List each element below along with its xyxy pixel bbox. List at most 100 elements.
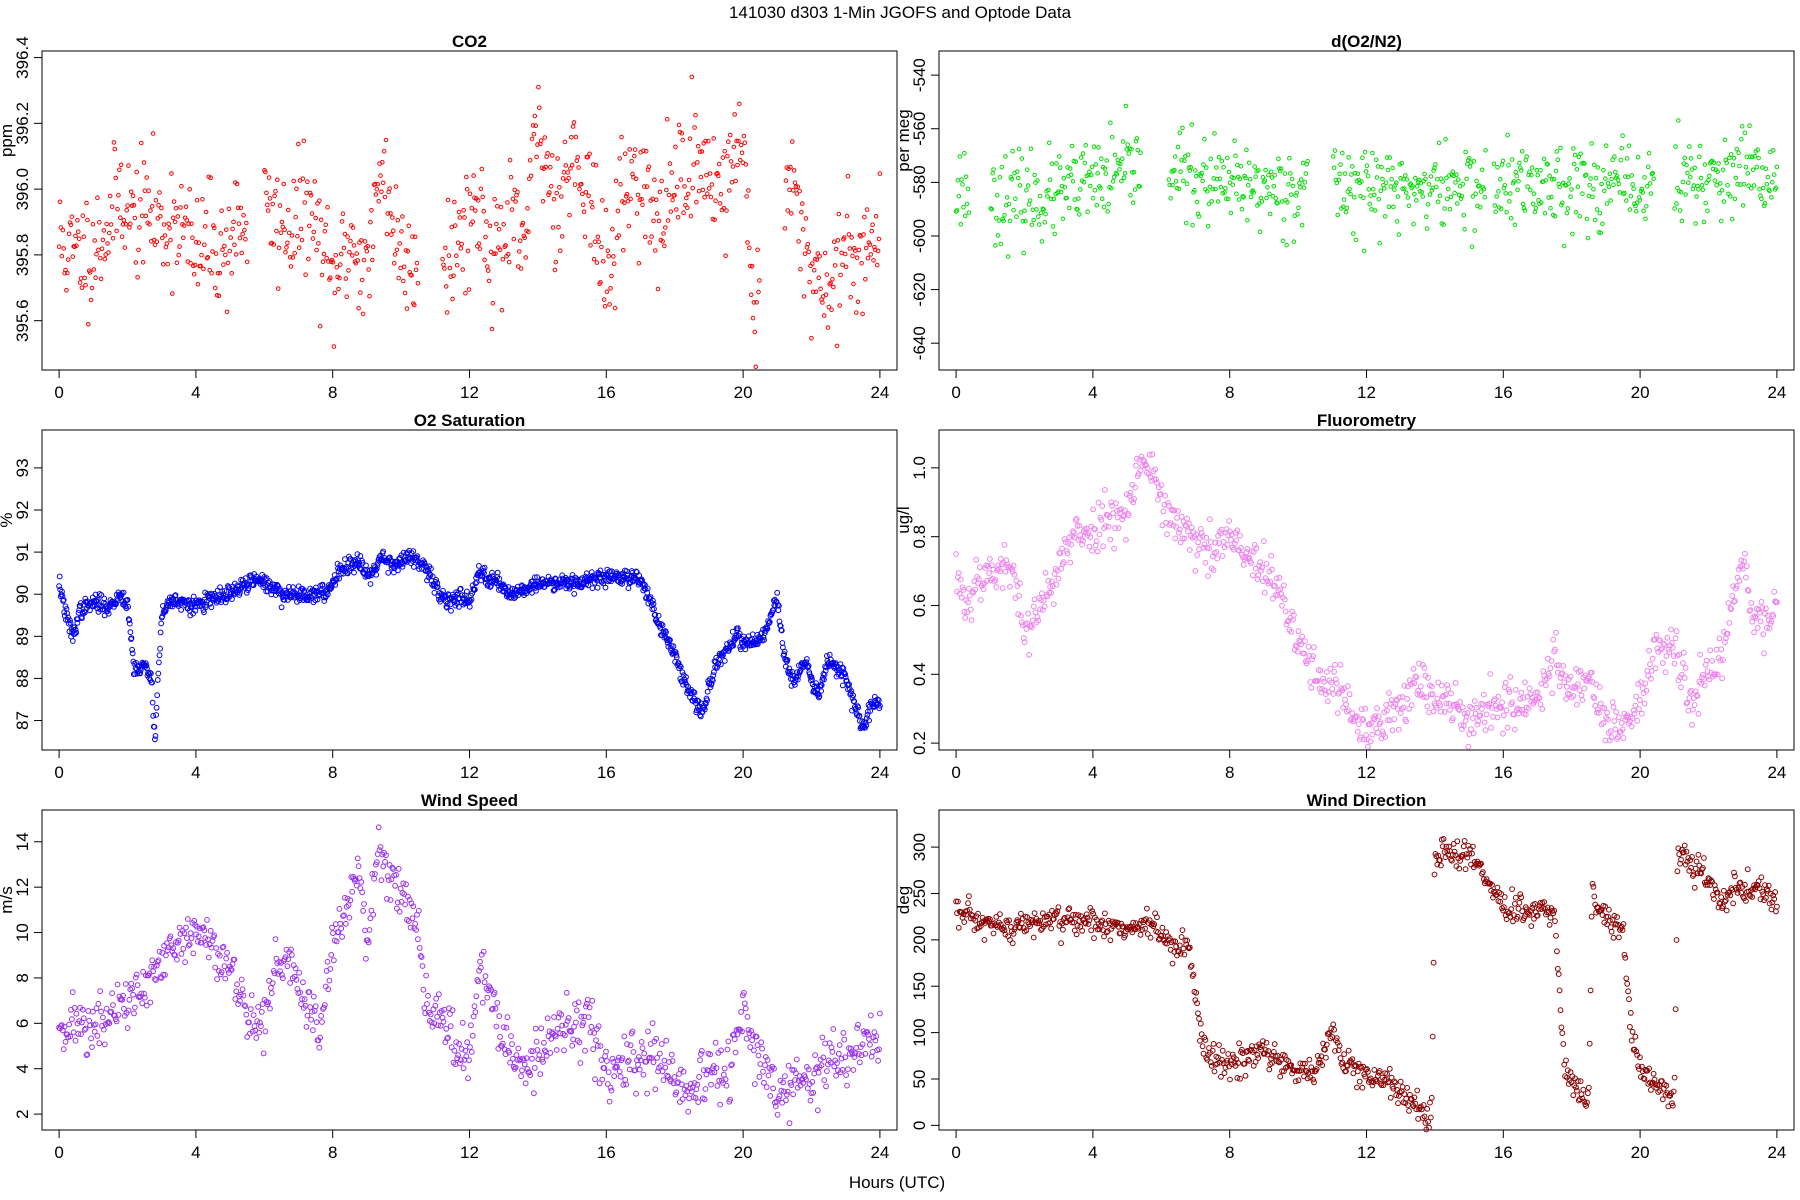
fluorometry-data-point	[1581, 685, 1588, 692]
co2-data-point	[375, 181, 381, 187]
o2-saturation-data-point	[154, 677, 161, 683]
o2n2-data-point	[1736, 150, 1741, 156]
fluorometry-data-point	[1457, 699, 1463, 705]
wind-speed-data-point	[763, 1084, 770, 1090]
fluorometry-data-point	[1610, 704, 1617, 710]
o2n2-data-point	[1411, 221, 1416, 227]
o2-saturation-data-point	[95, 596, 101, 603]
fluorometry-data-point	[1162, 492, 1169, 499]
o2n2-data-point	[1182, 158, 1187, 163]
o2n2-data-point	[1607, 171, 1613, 177]
o2n2-data-point	[1718, 218, 1724, 224]
co2-data-point	[376, 199, 382, 204]
o2n2-data-point	[1569, 187, 1574, 192]
wind-speed-data-point	[224, 949, 231, 956]
o2n2-data-point	[1266, 172, 1271, 178]
wind-speed-data-point	[569, 1042, 576, 1049]
fluorometry-data-point	[1709, 658, 1715, 664]
co2-data-point	[549, 153, 555, 158]
o2n2-data-point	[1297, 180, 1302, 186]
o2-saturation-data-point	[493, 577, 499, 584]
wind-speed-data-point	[95, 1000, 102, 1007]
co2-data-point	[789, 211, 794, 216]
o2n2-data-point	[1013, 196, 1018, 201]
o2n2-data-point	[1395, 194, 1401, 199]
o2n2-data-point	[1594, 207, 1600, 212]
co2-data-point	[792, 180, 798, 185]
o2n2-data-point	[1464, 176, 1469, 182]
o2n2-data-point	[989, 207, 995, 212]
co2-data-point	[271, 242, 277, 247]
wind-speed-data-point	[155, 957, 162, 964]
co2-data-point	[870, 222, 875, 227]
o2n2-data-point	[1770, 179, 1775, 185]
fluorometry-data-point	[1438, 682, 1445, 689]
o2n2-data-point	[1648, 191, 1654, 196]
co2-data-point	[708, 194, 714, 200]
wind-speed-data-point	[658, 1041, 665, 1047]
co2-data-point	[643, 148, 649, 154]
co2-data-point	[790, 139, 795, 144]
o2-saturation-data-point	[676, 662, 683, 669]
o2n2-data-point	[1006, 201, 1012, 207]
o2n2-data-point	[1094, 203, 1099, 208]
wind-speed-data-point	[790, 1091, 797, 1098]
co2-data-point	[414, 260, 420, 266]
o2n2-plot-frame	[938, 50, 1795, 371]
co2-data-point	[736, 138, 741, 144]
wind-speed-data-point	[828, 1044, 835, 1051]
o2n2-data-point	[1001, 218, 1006, 224]
o2n2-data-point	[1373, 157, 1379, 163]
o2n2-data-point	[1010, 148, 1016, 154]
o2n2-data-point	[1568, 194, 1573, 199]
wind-speed-data-point	[588, 1023, 595, 1030]
co2-data-point	[201, 266, 206, 272]
o2n2-data-point	[1533, 205, 1539, 211]
co2-data-point	[404, 306, 410, 311]
o2n2-data-point	[966, 210, 972, 215]
wind-speed-data-point	[696, 1074, 702, 1080]
wind-speed-data-point	[211, 932, 218, 939]
o2n2-data-point	[1760, 165, 1765, 170]
o2n2-data-point	[1757, 186, 1762, 192]
o2n2-data-point	[1634, 209, 1639, 214]
o2-saturation-data-point	[73, 629, 80, 636]
fluorometry-data-point	[1512, 726, 1518, 733]
o2n2-data-point	[1551, 176, 1557, 182]
fluorometry-data-point	[1481, 719, 1488, 726]
co2-data-point	[684, 195, 689, 201]
wind-speed-data-point	[287, 980, 294, 986]
o2n2-data-point	[1351, 195, 1357, 200]
fluorometry-data-point	[1186, 547, 1193, 553]
co2-data-point	[513, 199, 518, 204]
wind-speed-data-point	[132, 1004, 138, 1011]
o2n2-data-point	[1388, 184, 1393, 189]
co2-data-point	[589, 199, 594, 205]
co2-data-point	[737, 101, 742, 107]
wind-speed-data-point	[841, 1036, 848, 1043]
co2-data-point	[471, 173, 476, 178]
co2-data-point	[236, 221, 242, 226]
o2n2-data-point	[1365, 173, 1371, 179]
fluorometry-data-point	[1202, 559, 1209, 566]
o2n2-data-point	[1627, 207, 1633, 212]
co2-data-point	[621, 248, 626, 253]
o2n2-data-point	[954, 208, 960, 213]
o2n2-data-point	[1061, 176, 1067, 181]
o2n2-data-point	[1524, 154, 1529, 159]
o2n2-data-point	[1177, 130, 1183, 135]
co2-data-point	[329, 257, 335, 263]
o2n2-data-point	[960, 182, 965, 187]
co2-data-point	[326, 259, 331, 264]
o2n2-data-point	[1522, 208, 1528, 213]
o2n2-data-point	[1130, 200, 1136, 205]
o2n2-data-point	[1188, 165, 1193, 170]
wind-speed-data-point	[300, 979, 306, 986]
o2-saturation-y-label: %	[0, 512, 16, 527]
co2-data-point	[158, 214, 163, 219]
fluorometry-data-point	[1263, 560, 1270, 567]
co2-data-point	[132, 215, 138, 221]
co2-data-point	[730, 164, 736, 169]
co2-data-point	[142, 188, 148, 193]
o2n2-data-point	[1722, 137, 1728, 143]
